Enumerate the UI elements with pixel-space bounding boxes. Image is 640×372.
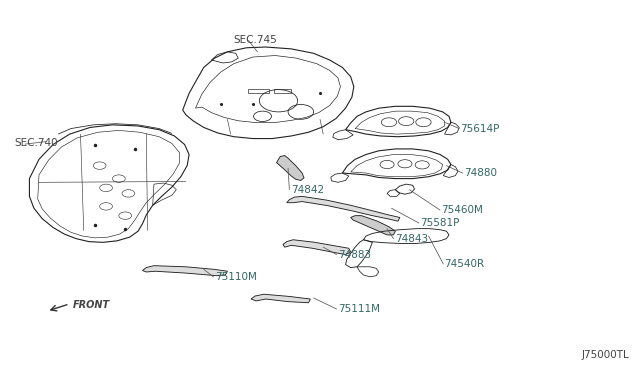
Polygon shape xyxy=(351,216,396,235)
Polygon shape xyxy=(251,294,310,303)
Text: FRONT: FRONT xyxy=(73,299,110,310)
Text: 74842: 74842 xyxy=(291,185,324,195)
Polygon shape xyxy=(143,266,227,276)
Text: 74880: 74880 xyxy=(464,168,497,178)
Text: 74883: 74883 xyxy=(338,250,371,260)
Text: 75614P: 75614P xyxy=(461,124,500,134)
Polygon shape xyxy=(276,155,304,180)
Polygon shape xyxy=(287,196,400,221)
Text: 75581P: 75581P xyxy=(420,218,460,228)
Polygon shape xyxy=(283,240,351,254)
Text: 74540R: 74540R xyxy=(445,259,484,269)
Text: 75460M: 75460M xyxy=(442,205,483,215)
Text: 75110M: 75110M xyxy=(214,272,257,282)
Text: SEC.745: SEC.745 xyxy=(234,35,278,45)
Text: 74843: 74843 xyxy=(395,234,428,244)
Text: J75000TL: J75000TL xyxy=(582,350,630,360)
Text: 75111M: 75111M xyxy=(338,304,380,314)
Text: SEC.740: SEC.740 xyxy=(15,138,58,148)
